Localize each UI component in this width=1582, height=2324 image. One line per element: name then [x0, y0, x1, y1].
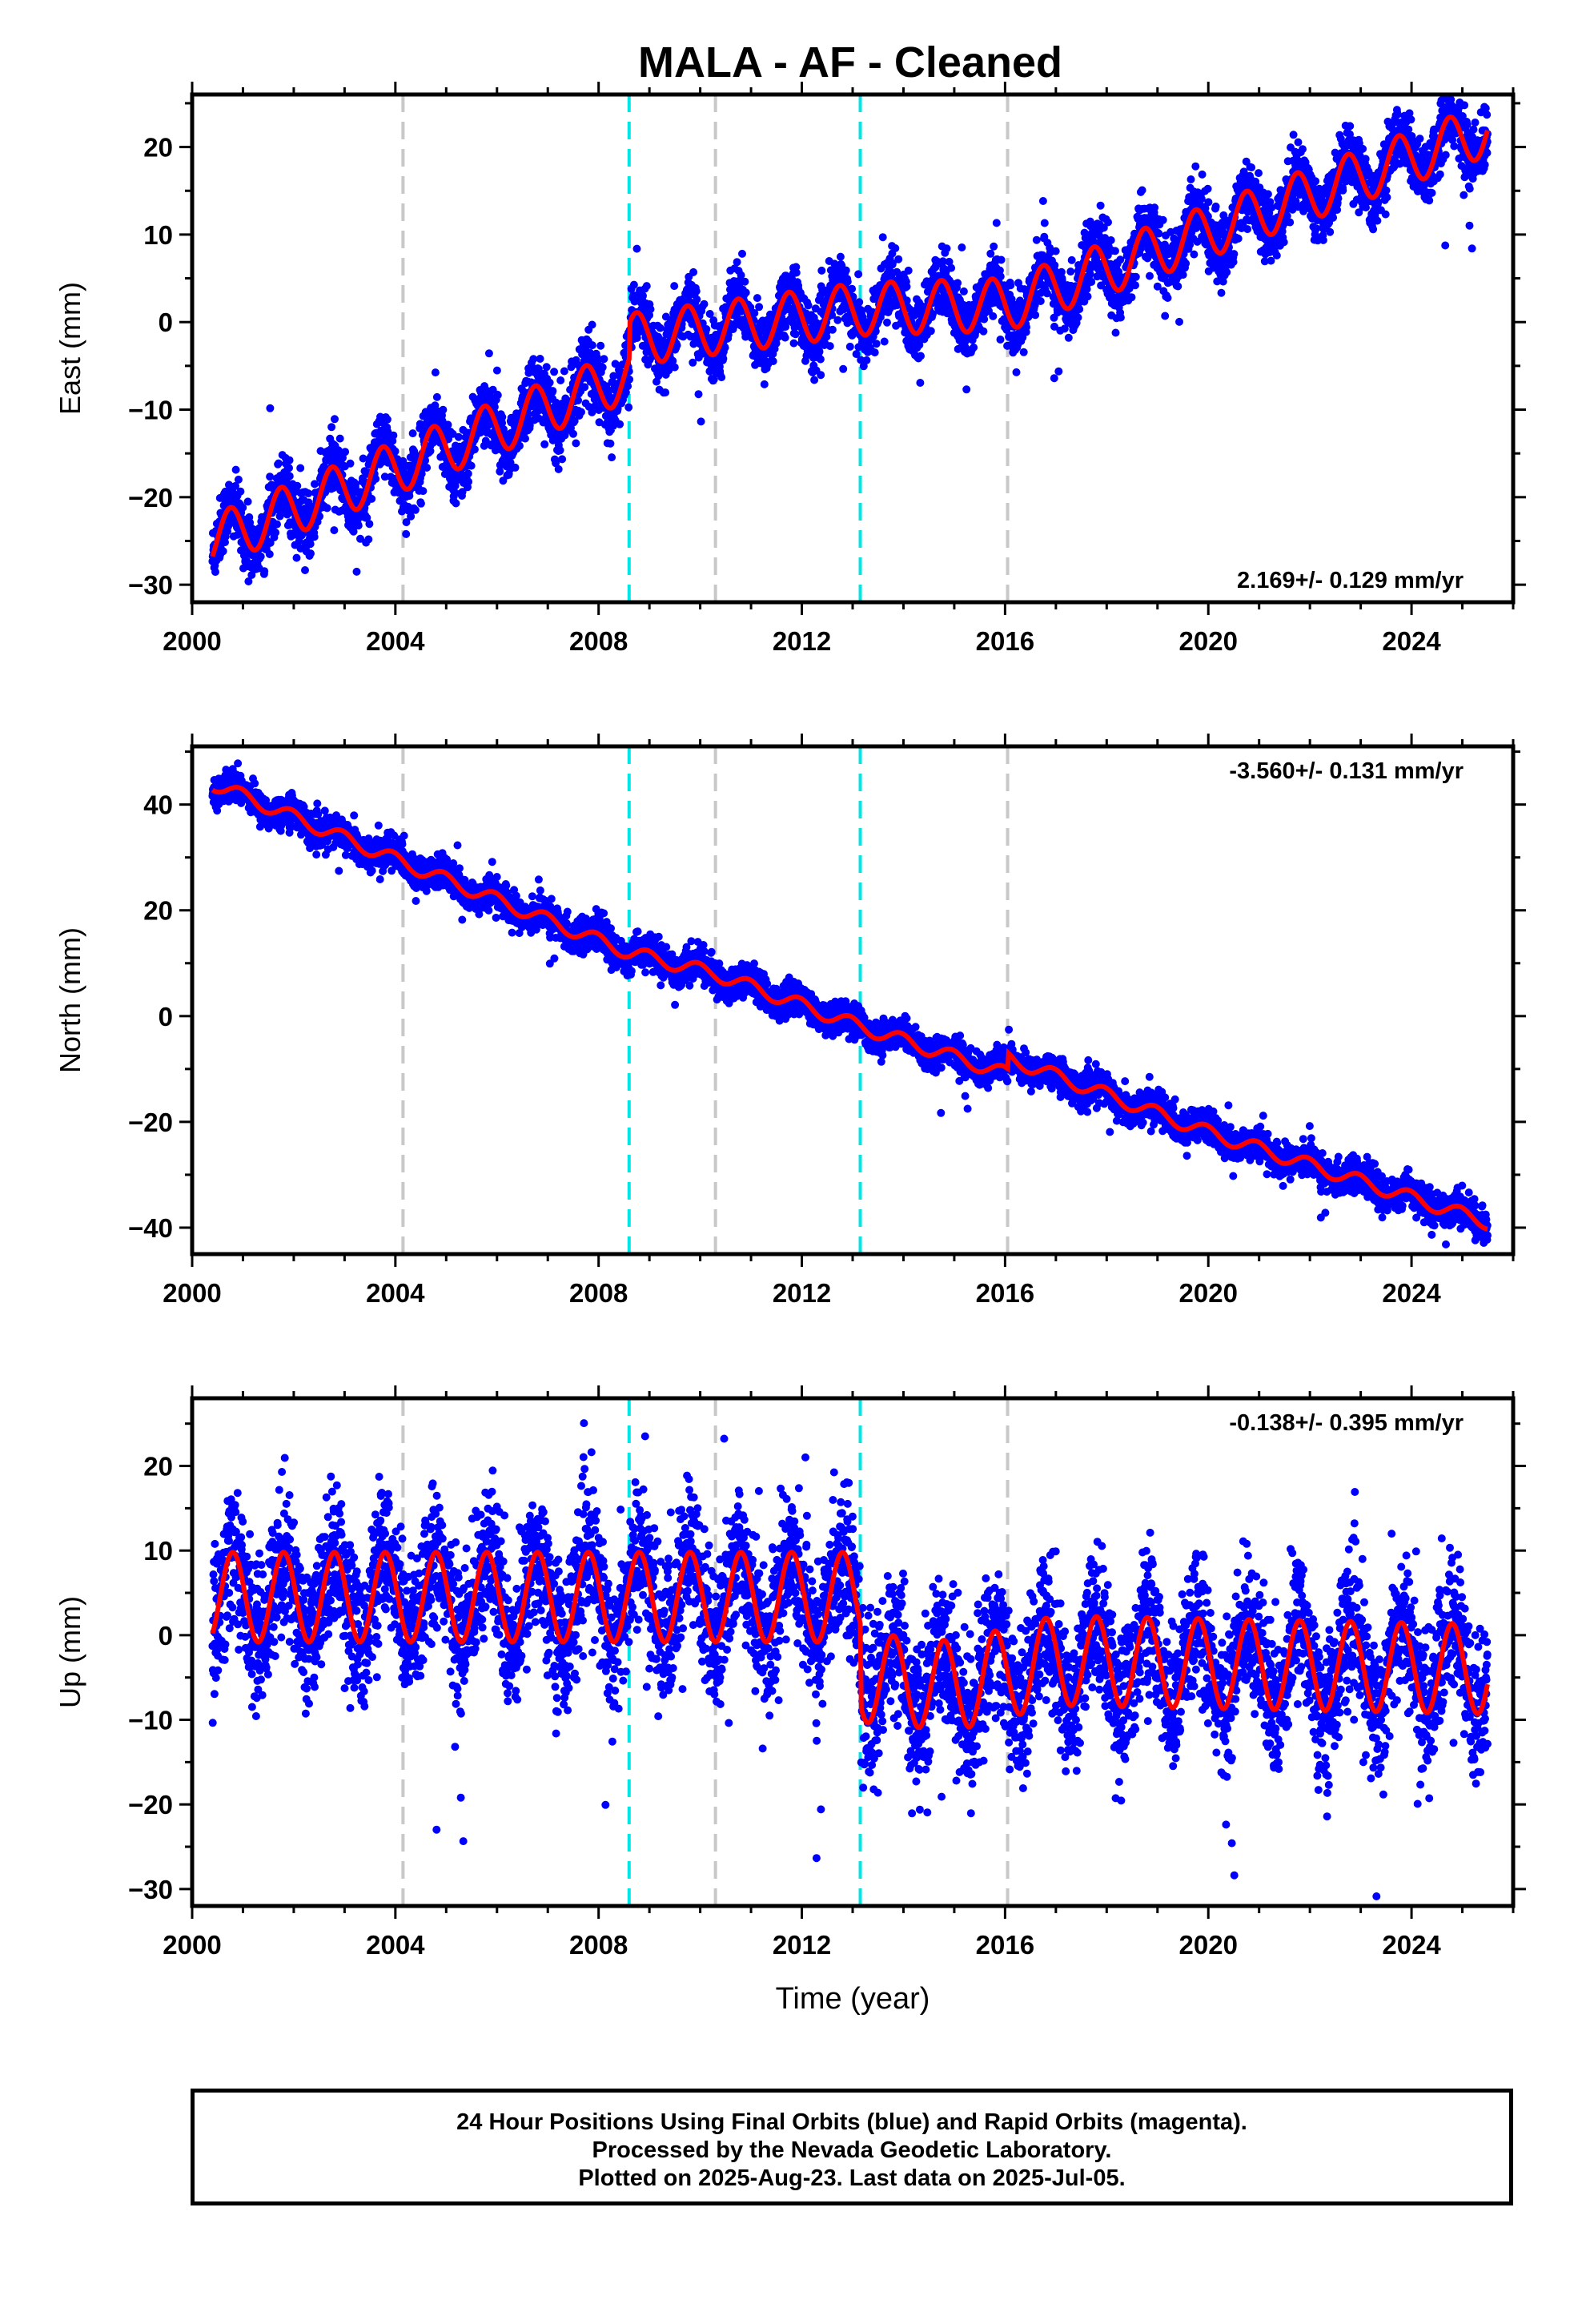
- x-tick-label: 2024: [1382, 626, 1441, 656]
- daily-positions-up: [208, 1419, 1492, 1927]
- velocity-label: 2.169+/- 0.129 mm/yr: [1237, 568, 1464, 593]
- y-tick-label: 10: [143, 1536, 173, 1566]
- y-tick-label: −20: [128, 1790, 173, 1819]
- x-tick-label: 2004: [366, 1930, 425, 1960]
- panel-up: 2000 2004 2008 2012 2016 2020 2024 −30 −20 −10 0 10…: [54, 1385, 1526, 2016]
- x-tick-label: 2004: [366, 626, 425, 656]
- y-tick-label: 0: [159, 1002, 173, 1031]
- y-tick-label: 20: [143, 1452, 173, 1482]
- y-tick-label: −10: [128, 1706, 173, 1735]
- x-tick-label: 2004: [366, 1278, 425, 1308]
- y-tick-label: −30: [128, 570, 173, 600]
- x-tick-label: 2012: [773, 1930, 831, 1960]
- caption-line-1: 24 Hour Positions Using Final Orbits (bl…: [195, 2109, 1509, 2137]
- y-axis-label: Up (mm): [54, 1596, 86, 1708]
- panels-group: 2000 2004 2008 2012 2016 2020 2024−30−20−10010…: [54, 82, 1526, 2016]
- data-points-up: [208, 1419, 1492, 1927]
- x-tick-label: 2012: [773, 626, 831, 656]
- daily-positions-north: [208, 759, 1492, 1248]
- y-axis-label: East (mm): [54, 282, 86, 415]
- x-tick-label: 2000: [163, 626, 221, 656]
- y-tick-label: −20: [128, 1108, 173, 1137]
- panel-north: 2000 2004 2008 2012 2016 2020 2024 −40 −20 0 20 40 N…: [54, 734, 1526, 1308]
- x-tick-label: 2020: [1179, 1930, 1238, 1960]
- y-tick-label: 20: [143, 133, 173, 163]
- caption-line-2: Processed by the Nevada Geodetic Laborat…: [195, 2137, 1509, 2165]
- x-tick-label: 2008: [569, 626, 628, 656]
- y-tick-label: −20: [128, 483, 173, 513]
- x-tick-label: 2008: [569, 1930, 628, 1960]
- y-tick-label: 0: [159, 308, 173, 337]
- x-tick-label: 2024: [1382, 1278, 1441, 1308]
- y-tick-label: 20: [143, 896, 173, 926]
- y-tick-label: −30: [128, 1875, 173, 1904]
- y-tick-label: 0: [159, 1621, 173, 1651]
- x-tick-label: 2016: [976, 626, 1034, 656]
- data-points-east: [208, 93, 1492, 585]
- x-axis-label: Time (year): [776, 1982, 930, 2016]
- y-tick-label: −10: [128, 396, 173, 425]
- x-tick-label: 2008: [569, 1278, 628, 1308]
- panel-east: 2000 2004 2008 2012 2016 2020 2024 −30 −20 −10 0 10…: [54, 82, 1526, 656]
- y-axis-label: North (mm): [54, 927, 86, 1073]
- velocity-label: -3.560+/- 0.131 mm/yr: [1229, 758, 1464, 784]
- figure-title: MALA - AF - Cleaned: [638, 38, 1062, 86]
- y-tick-label: 40: [143, 790, 173, 820]
- x-tick-label: 2016: [976, 1278, 1034, 1308]
- daily-positions-east: [208, 93, 1492, 585]
- x-tick-label: 2012: [773, 1278, 831, 1308]
- x-tick-label: 2000: [163, 1930, 221, 1960]
- caption-box: 24 Hour Positions Using Final Orbits (bl…: [191, 2089, 1513, 2205]
- x-tick-label: 2020: [1179, 626, 1238, 656]
- data-points-north: [208, 759, 1492, 1248]
- x-tick-label: 2016: [976, 1930, 1034, 1960]
- y-tick-label: 10: [143, 220, 173, 250]
- caption-line-3: Plotted on 2025-Aug-23. Last data on 202…: [195, 2165, 1509, 2193]
- y-tick-label: −40: [128, 1213, 173, 1243]
- x-tick-label: 2024: [1382, 1930, 1441, 1960]
- velocity-label: -0.138+/- 0.395 mm/yr: [1229, 1410, 1464, 1436]
- x-tick-label: 2020: [1179, 1278, 1238, 1308]
- x-tick-label: 2000: [163, 1278, 221, 1308]
